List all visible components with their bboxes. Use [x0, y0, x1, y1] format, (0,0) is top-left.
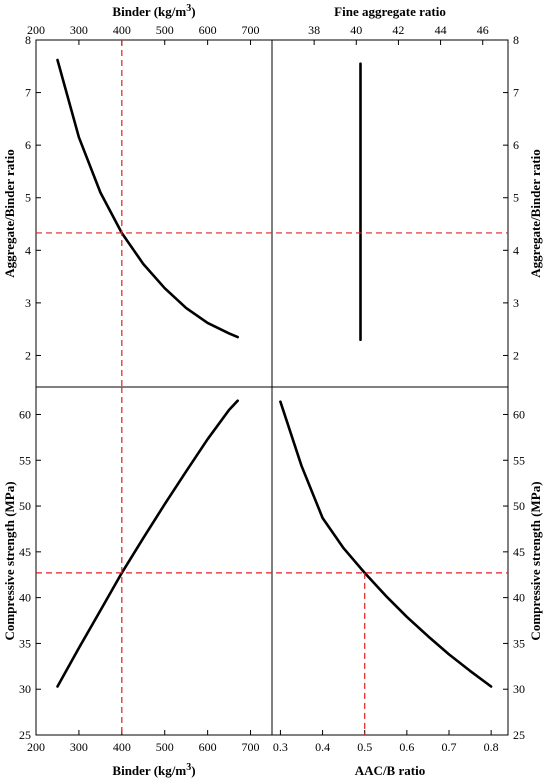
x-tick-label: 0.8: [484, 740, 499, 754]
x-tick-label: 44: [435, 23, 447, 37]
x-tick-label: 200: [27, 740, 45, 754]
x-tick-label: 300: [70, 740, 88, 754]
y-tick-label: 45: [19, 545, 31, 559]
y-tick-label: 5: [25, 191, 31, 205]
x-axis-title: Fine aggregate ratio: [334, 4, 446, 19]
y-tick-label: 25: [19, 728, 31, 742]
y-tick-label: 60: [513, 407, 525, 421]
y-tick-label: 2: [513, 348, 519, 362]
y-axis-title: Compressive strength (MPa): [528, 481, 543, 640]
x-tick-label: 0.6: [399, 740, 414, 754]
y-tick-label: 2: [25, 348, 31, 362]
x-tick-label: 40: [350, 23, 362, 37]
y-tick-label: 4: [25, 243, 31, 257]
x-tick-label: 200: [27, 23, 45, 37]
y-tick-label: 6: [25, 138, 31, 152]
y-tick-label: 40: [513, 591, 525, 605]
y-axis-title: Aggregate/Binder ratio: [2, 149, 17, 277]
x-tick-label: 600: [199, 740, 217, 754]
y-tick-label: 55: [19, 453, 31, 467]
y-tick-label: 35: [19, 636, 31, 650]
x-axis-title: Binder (kg/m3): [112, 762, 195, 778]
x-tick-label: 300: [70, 23, 88, 37]
y-tick-label: 4: [513, 243, 519, 257]
x-tick-label: 400: [113, 23, 131, 37]
y-tick-label: 55: [513, 453, 525, 467]
y-tick-label: 7: [513, 86, 519, 100]
x-tick-label: 46: [477, 23, 489, 37]
y-tick-label: 3: [513, 296, 519, 310]
y-tick-label: 7: [25, 86, 31, 100]
y-tick-label: 60: [19, 407, 31, 421]
series-line: [279, 400, 493, 688]
y-tick-label: 8: [513, 33, 519, 47]
series-line: [56, 399, 239, 688]
x-axis-title: AAC/B ratio: [355, 763, 425, 778]
x-tick-label: 42: [392, 23, 404, 37]
y-tick-label: 40: [19, 591, 31, 605]
series-line: [56, 58, 239, 339]
x-tick-label: 600: [199, 23, 217, 37]
x-tick-label: 500: [156, 740, 174, 754]
x-tick-label: 700: [242, 23, 260, 37]
x-tick-label: 700: [242, 740, 260, 754]
y-tick-label: 35: [513, 636, 525, 650]
y-tick-label: 3: [25, 296, 31, 310]
x-tick-label: 0.4: [315, 740, 330, 754]
x-tick-label: 0.5: [357, 740, 372, 754]
x-tick-label: 0.3: [273, 740, 288, 754]
x-tick-label: 38: [308, 23, 320, 37]
y-tick-label: 8: [25, 33, 31, 47]
x-tick-label: 0.7: [442, 740, 457, 754]
y-tick-label: 50: [513, 499, 525, 513]
x-axis-title: Binder (kg/m3): [112, 3, 195, 19]
x-tick-label: 400: [113, 740, 131, 754]
y-tick-label: 5: [513, 191, 519, 205]
y-tick-label: 25: [513, 728, 525, 742]
y-tick-label: 30: [513, 682, 525, 696]
y-tick-label: 45: [513, 545, 525, 559]
x-tick-label: 500: [156, 23, 174, 37]
y-axis-title: Aggregate/Binder ratio: [528, 149, 543, 277]
y-tick-label: 30: [19, 682, 31, 696]
y-axis-title: Compressive strength (MPa): [2, 481, 17, 640]
y-tick-label: 50: [19, 499, 31, 513]
y-tick-label: 6: [513, 138, 519, 152]
